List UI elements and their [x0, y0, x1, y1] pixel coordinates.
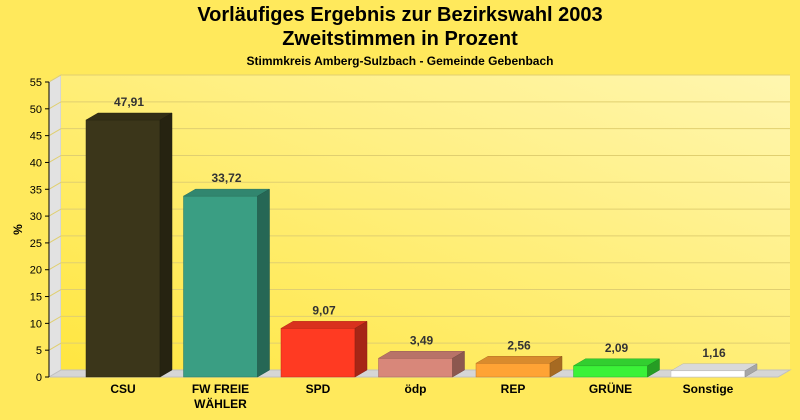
x-tick-label: GRÜNE [589, 381, 632, 396]
y-tick-label: 40 [30, 157, 42, 169]
chart-location: Stimmkreis Amberg-Sulzbach - Gemeinde Ge… [246, 54, 554, 68]
y-tick-label: 5 [36, 345, 42, 357]
data-label: 33,72 [211, 171, 241, 185]
gridline [48, 101, 790, 110]
bar-side [452, 350, 465, 378]
y-tick-label: 55 [30, 77, 42, 89]
bar-side [354, 320, 368, 378]
gridline [48, 235, 790, 244]
bar [670, 370, 746, 378]
gridline [48, 315, 790, 324]
x-tick-label: REP [501, 382, 526, 396]
gridline [48, 289, 790, 297]
gridline [48, 154, 790, 163]
bar-side [257, 188, 270, 378]
side-wall [48, 74, 62, 378]
bar-top [670, 363, 758, 372]
y-tick-label: 50 [30, 104, 42, 116]
data-label: 3,49 [410, 333, 434, 347]
data-label: 9,07 [312, 303, 336, 317]
bar [183, 195, 258, 378]
gridline [48, 342, 790, 351]
bar [85, 119, 161, 378]
bar-side [159, 112, 173, 378]
gridline [48, 128, 790, 137]
x-tick-label: WÄHLER [194, 396, 247, 411]
bar [475, 363, 551, 378]
bar [378, 358, 453, 378]
bar [573, 365, 648, 378]
chart-title: Vorläufiges Ergebnis zur Bezirkswahl 200… [197, 4, 603, 26]
bar-top [85, 112, 173, 121]
gridline [48, 74, 790, 83]
x-tick-label: ödp [405, 382, 427, 396]
bar-top [475, 356, 563, 364]
y-tick-label: 45 [30, 131, 42, 143]
x-tick-label: FW FREIE [192, 382, 249, 396]
data-label: 1,16 [702, 346, 726, 360]
y-axis-label: % [11, 224, 25, 235]
y-tick-label: 15 [30, 292, 42, 304]
bar-side [744, 363, 758, 378]
y-tick-label: 10 [30, 318, 42, 330]
chart-subtitle: Zweitstimmen in Prozent [282, 28, 518, 50]
bar-top [572, 358, 661, 367]
x-tick-label: SPD [306, 382, 331, 396]
bar-side [549, 355, 563, 378]
data-label: 2,56 [507, 338, 531, 352]
gridline [48, 262, 790, 271]
gridline [48, 181, 790, 190]
x-tick-label: Sonstige [683, 382, 734, 396]
y-tick-label: 25 [30, 238, 42, 250]
data-label: 2,09 [605, 341, 629, 355]
gridline [48, 208, 790, 217]
bar-top [182, 188, 271, 197]
y-tick-label: 30 [30, 211, 42, 223]
back-wall [61, 75, 790, 370]
bar-top [280, 321, 368, 329]
bar-top [377, 351, 466, 359]
bar [280, 328, 356, 378]
bar-side [647, 358, 660, 378]
data-label: 47,91 [114, 95, 144, 109]
y-tick-label: 0 [36, 372, 42, 384]
y-tick-label: 20 [30, 265, 42, 277]
y-tick-label: 35 [30, 184, 42, 196]
x-tick-label: CSU [110, 382, 135, 396]
